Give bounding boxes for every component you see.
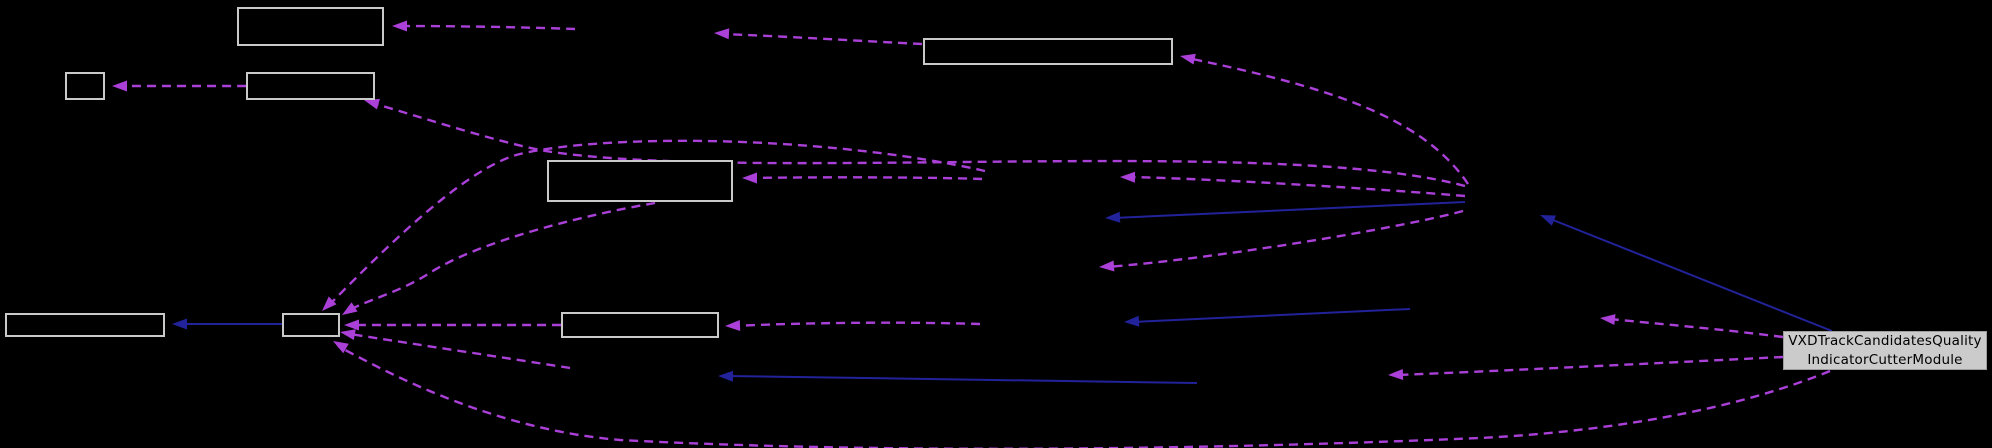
class-node-5[interactable] xyxy=(547,160,733,202)
usage-edge-4-arrowhead xyxy=(1124,315,1140,327)
current-class-node: VXDTrackCandidatesQuality IndicatorCutte… xyxy=(1783,331,1987,370)
dependency-edge-12-arrowhead xyxy=(342,302,358,315)
class-node-4[interactable] xyxy=(923,38,1173,65)
dependency-edge-3-arrowhead xyxy=(112,80,127,92)
node-label: VXDTrackCandidatesQuality IndicatorCutte… xyxy=(1788,333,1982,368)
usage-edge-2 xyxy=(1540,215,1833,332)
usage-edge-4 xyxy=(1124,308,1411,327)
dependency-edge-16-arrowhead xyxy=(1600,314,1616,326)
dependency-edge-10-arrowhead xyxy=(725,319,741,331)
dependency-edge-5 xyxy=(742,172,983,184)
dependency-edge-5-arrowhead xyxy=(742,172,757,184)
class-node-3[interactable] xyxy=(246,72,375,100)
usage-edge-3-arrowhead xyxy=(718,370,734,382)
class-node-6[interactable] xyxy=(5,313,165,337)
dependency-edge-16 xyxy=(1600,314,1784,339)
class-node-8[interactable] xyxy=(561,312,719,338)
dependency-edge-8-arrowhead xyxy=(1099,260,1115,272)
dependency-edge-6-arrowhead xyxy=(364,98,380,110)
dependency-edge-1-arrowhead xyxy=(392,20,407,32)
dependency-edge-3 xyxy=(112,80,247,92)
dependency-edge-4-arrowhead xyxy=(1180,53,1196,65)
usage-edge-1 xyxy=(1105,201,1466,223)
usage-edge-2-arrowhead xyxy=(1540,215,1556,226)
dependency-edge-14 xyxy=(333,341,1831,448)
usage-edge-5 xyxy=(172,318,282,330)
dependency-edge-13 xyxy=(340,329,571,370)
class-node-7[interactable] xyxy=(282,313,340,337)
dependency-edge-14-arrowhead xyxy=(333,341,349,354)
usage-edge-1-arrowhead xyxy=(1105,211,1121,223)
dependency-edge-12 xyxy=(342,201,656,315)
dependency-edge-15 xyxy=(1388,355,1784,380)
dependency-edge-10 xyxy=(725,319,981,331)
dependency-edge-9-arrowhead xyxy=(344,319,359,331)
dependency-edge-7 xyxy=(1120,171,1466,198)
usage-edge-5-arrowhead xyxy=(172,318,187,330)
dependency-edge-13-arrowhead xyxy=(340,329,356,341)
class-node-1[interactable] xyxy=(237,7,384,46)
dependency-edge-7-arrowhead xyxy=(1120,171,1136,183)
dependency-edge-9 xyxy=(344,319,562,331)
usage-edge-3 xyxy=(718,370,1198,384)
dependency-edge-1 xyxy=(392,20,576,32)
dependency-edge-8 xyxy=(1099,209,1464,272)
dependency-edge-2 xyxy=(714,28,923,46)
dependency-edge-15-arrowhead xyxy=(1388,368,1404,380)
dependency-edge-6 xyxy=(364,98,1466,188)
dependency-edge-4 xyxy=(1180,53,1469,185)
dependency-edge-11-arrowhead xyxy=(322,296,337,311)
dependency-edge-11 xyxy=(322,139,986,311)
class-node-2[interactable] xyxy=(65,72,105,100)
dependency-edge-2-arrowhead xyxy=(714,28,730,40)
